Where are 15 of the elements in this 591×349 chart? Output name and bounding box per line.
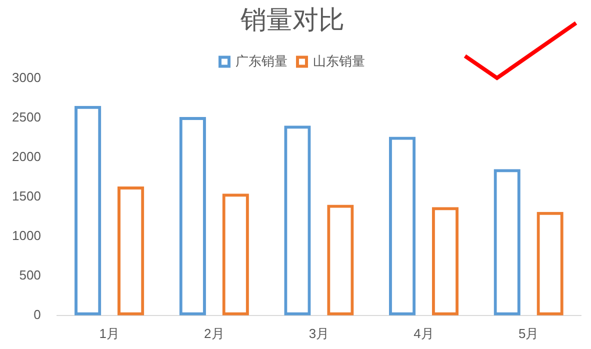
y-tick-label: 1000 [12, 228, 41, 243]
x-tick-label: 4月 [414, 326, 434, 341]
x-tick-label: 3月 [308, 326, 330, 341]
y-tick-label: 0 [34, 306, 41, 322]
y-tick-label: 2000 [12, 148, 41, 164]
y-tick-label: 1500 [12, 188, 41, 204]
x-tick-label: 2月 [204, 326, 224, 341]
y-tick-label: 2500 [12, 109, 41, 124]
y-tick-label: 500 [19, 267, 41, 282]
y-tick-label: 3000 [12, 70, 41, 85]
x-tick-label: 5月 [518, 326, 539, 341]
legend-label: 广东销量 [236, 53, 288, 68]
chart-title: 销量对比 [240, 5, 344, 36]
x-tick-label: 1月 [99, 326, 120, 341]
legend-label: 山东销量 [313, 53, 365, 68]
